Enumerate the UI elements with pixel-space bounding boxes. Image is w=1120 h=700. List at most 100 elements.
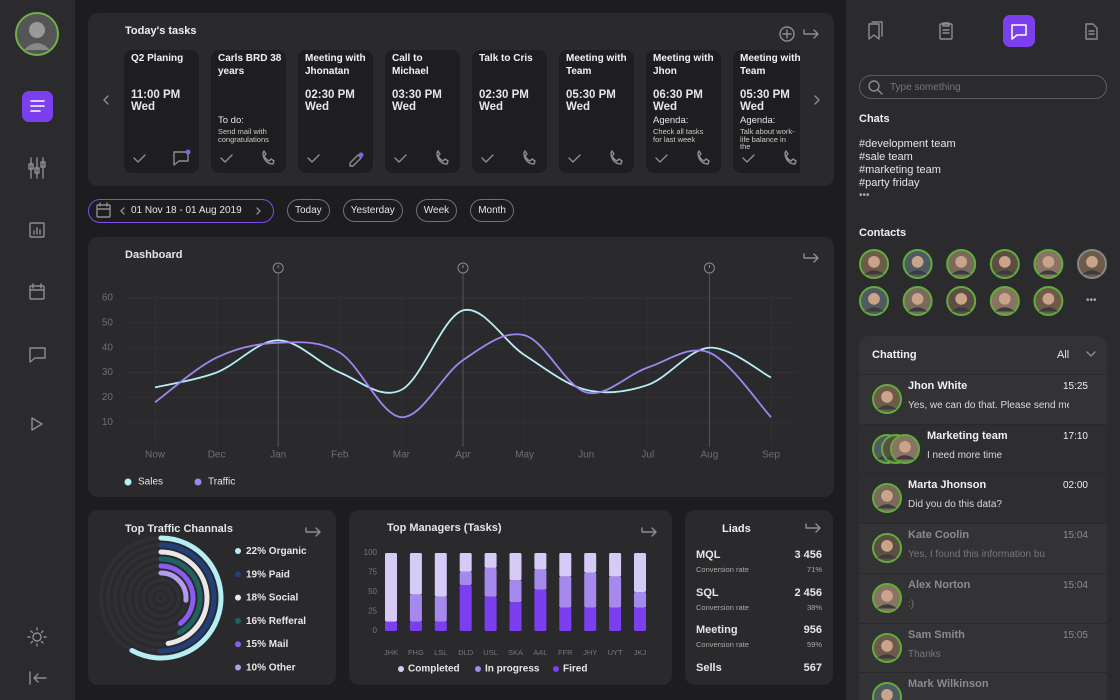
y-tick-label: 30 (102, 367, 114, 378)
bar-segment (609, 576, 622, 608)
task-card[interactable]: Meeting with Team 05:30 PM Wed (559, 50, 634, 173)
bar-segment (434, 553, 447, 597)
bar-segment (484, 553, 497, 568)
task-done[interactable] (220, 154, 233, 163)
task-card[interactable]: Q2 Planing 11:00 PM Wed (124, 50, 199, 173)
task-action[interactable] (262, 150, 275, 165)
period-button[interactable]: Yesterday (342, 199, 403, 222)
prev-tasks[interactable] (103, 95, 109, 105)
task-done[interactable] (742, 154, 755, 163)
chat-row[interactable]: Jhon White Yes, we can do that. Please se… (859, 374, 1107, 424)
task-card[interactable]: Talk to Cris 02:30 PM Wed (472, 50, 547, 173)
task-action[interactable] (349, 154, 362, 167)
tab-clipboard[interactable] (939, 22, 953, 40)
nav-calendar[interactable] (29, 283, 45, 300)
chat-row[interactable]: Marketing team I need more time 17:10 (859, 423, 1107, 474)
open-link[interactable] (803, 253, 819, 263)
chat-channel[interactable]: #development team (859, 138, 956, 150)
task-card[interactable]: Carls BRD 38 years To do: Send mail with c… (211, 50, 286, 173)
tab-bookmarks[interactable] (868, 21, 883, 40)
chat-row[interactable]: Sam Smith Thanks 15:05 (859, 622, 1107, 673)
leads-open[interactable] (685, 510, 833, 540)
legend-label: In progress (485, 664, 540, 675)
chat-row[interactable]: Mark Wilkinson (859, 672, 1107, 700)
avatar-face (998, 293, 1011, 305)
tab-document[interactable] (1085, 23, 1098, 40)
task-action[interactable] (784, 150, 797, 165)
nav-mixer[interactable] (28, 157, 46, 179)
chat-channel[interactable]: #sale team (859, 151, 913, 163)
avatar-face (881, 490, 893, 503)
task-done[interactable] (481, 154, 494, 163)
nav-logout[interactable] (29, 671, 47, 685)
nav-theme[interactable] (27, 627, 47, 647)
chat-row[interactable]: Alex Norton:) 15:04 (859, 572, 1107, 623)
open-tasks[interactable] (803, 29, 819, 39)
task-actions (655, 150, 710, 165)
chats-more[interactable]: ••• (859, 190, 870, 201)
bar-segment (434, 621, 447, 631)
task-done[interactable] (133, 154, 146, 163)
chat-row[interactable]: Kate Coolin Yes, I found this information… (859, 523, 1107, 573)
next-tasks[interactable] (814, 95, 820, 105)
period-button[interactable]: Week (415, 199, 458, 222)
x-tick-label: FHG (408, 648, 424, 657)
task-done[interactable] (655, 154, 668, 163)
dashboard-chart: 10 20 30 40 50 60 Now Dec Jan Feb Mar Apr May Jun Jul A… (102, 253, 819, 488)
task-action[interactable] (610, 150, 623, 165)
chat-channel[interactable]: #marketing team (859, 164, 941, 176)
managers-panel: Top Managers (Tasks) 0 25 50 75 100 JHK FHG LSL D… (349, 510, 672, 685)
bar-segment (634, 592, 646, 608)
avatar-face (881, 540, 893, 552)
task-day: Wed (305, 101, 330, 113)
legend-category: Refferal (269, 616, 306, 627)
task-card[interactable]: Meeting with Jhonatan 02:30 PM Wed (298, 50, 373, 173)
y-tick-label: 0 (373, 626, 378, 635)
period-button[interactable]: Today (287, 199, 330, 222)
task-note: Send mail with congratulations (218, 128, 269, 144)
open-link[interactable] (305, 527, 321, 537)
task-day: Wed (653, 101, 678, 113)
task-done[interactable] (394, 154, 407, 163)
task-done[interactable] (307, 154, 320, 163)
x-tick-label: JHK (384, 648, 398, 657)
chat-row[interactable]: Marta Jhonson Did you do this data? 02:00 (859, 473, 1107, 524)
lead-value: 567 (803, 661, 822, 674)
y-tick-label: 100 (364, 548, 378, 557)
ring-track (141, 578, 181, 618)
task-card[interactable]: Call to Michael 03:30 PM Wed (385, 50, 460, 173)
nav-play[interactable] (31, 417, 43, 431)
chatting-filter[interactable]: All (1057, 349, 1070, 361)
nav-report[interactable] (29, 222, 45, 238)
chat-text: Thanks (908, 648, 941, 660)
period-button[interactable]: Month (470, 199, 514, 222)
task-title: Meeting with Team (566, 53, 627, 77)
search-box[interactable]: Type something (859, 75, 1107, 99)
nav-messages[interactable] (29, 347, 46, 363)
avatar-body (907, 307, 928, 312)
task-card[interactable]: Meeting with Team 05:30 PM Wed Agenda: Talk … (733, 50, 800, 173)
add-task[interactable] (779, 26, 795, 42)
task-action[interactable] (173, 151, 189, 166)
avatar-body (864, 270, 884, 275)
legend-swatch (475, 666, 481, 672)
lead-value: 2 456 (794, 586, 822, 599)
tab-chat-active[interactable] (1003, 15, 1035, 47)
chat-channel[interactable]: #party friday (859, 177, 920, 189)
contacts-more[interactable]: ••• (1086, 295, 1097, 306)
legend-value: 15% (246, 639, 266, 650)
bar-segment (534, 589, 547, 631)
radial-bar (129, 535, 224, 661)
task-done[interactable] (568, 154, 581, 163)
y-tick-label: 75 (368, 568, 377, 577)
chat-name: Mark Wilkinson (908, 678, 989, 691)
date-range[interactable]: 01 Nov 18 - 01 Aug 2019 (88, 199, 274, 223)
legend-label: Fired (563, 664, 587, 675)
task-action[interactable] (523, 150, 536, 165)
task-card[interactable]: Meeting with Jhon 06:30 PM Wed Agenda: Check… (646, 50, 721, 173)
task-action[interactable] (436, 150, 449, 165)
task-action[interactable] (697, 150, 710, 165)
leads-title: Liads (722, 523, 751, 535)
task-time: 05:30 PM (566, 89, 616, 101)
open-link[interactable] (641, 527, 657, 537)
